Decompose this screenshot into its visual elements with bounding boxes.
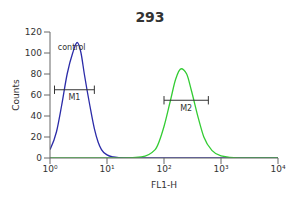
svg-text:control: control (58, 43, 86, 52)
svg-text:10⁴: 10⁴ (270, 164, 285, 174)
svg-text:80: 80 (31, 69, 43, 79)
svg-text:M1: M1 (68, 93, 80, 102)
svg-text:10³: 10³ (213, 164, 228, 174)
svg-text:10⁰: 10⁰ (42, 164, 57, 174)
html-text:293: 293 (135, 9, 165, 25)
svg-text:M2: M2 (180, 104, 192, 113)
svg-text:10²: 10² (156, 164, 171, 174)
svg-text:100: 100 (25, 48, 42, 58)
svg-text:20: 20 (31, 132, 43, 142)
svg-text:10¹: 10¹ (99, 164, 114, 174)
svg-text:FL1-H: FL1-H (151, 180, 177, 190)
svg-text:60: 60 (31, 90, 43, 100)
svg-text:Counts: Counts (11, 79, 21, 111)
svg-text:40: 40 (31, 111, 43, 121)
svg-text:0: 0 (36, 153, 42, 163)
svg-text:120: 120 (25, 27, 42, 37)
